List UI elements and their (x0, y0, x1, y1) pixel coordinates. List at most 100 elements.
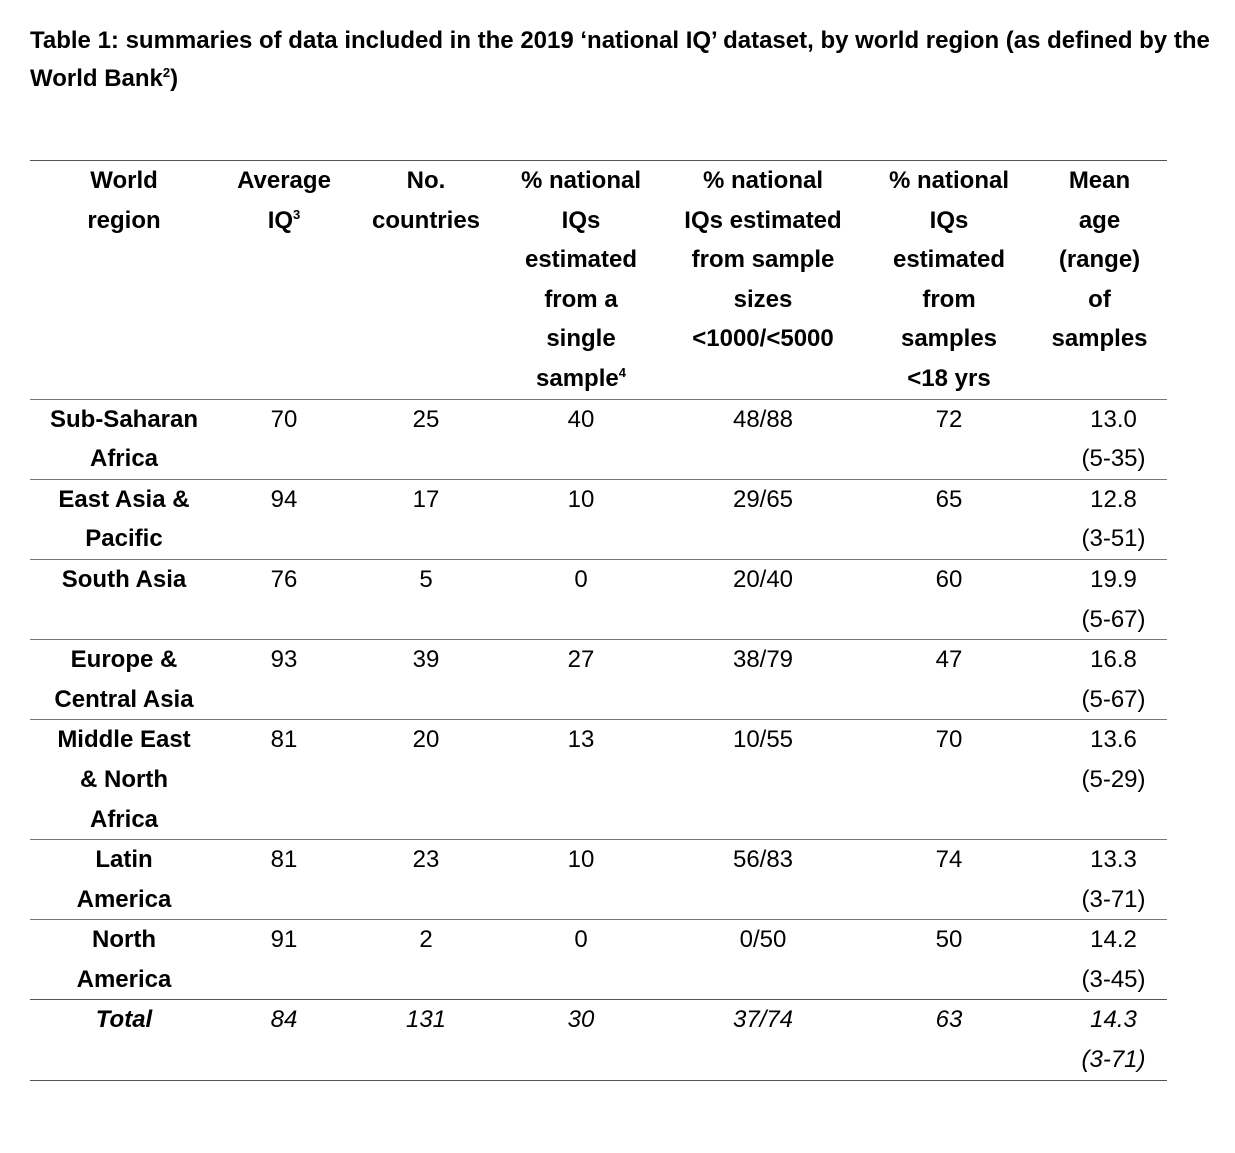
under18-cell: 47 (935, 646, 963, 674)
mean-age-cell: 19.9 (5-67) (1032, 559, 1167, 639)
header-line: of (1088, 285, 1111, 313)
header-single-sample: % national IQs estimated from a single s… (502, 160, 660, 400)
header-line: sample4 (508, 359, 654, 399)
age-range-value: (3-71) (1081, 885, 1146, 913)
countries-cell: 25 (412, 405, 440, 433)
mean-age-value: 14.2 (1090, 926, 1137, 954)
mean-age-value: 12.8 (1090, 485, 1137, 513)
under18-cell: 50 (935, 926, 963, 954)
mean-age-cell: 16.8 (5-67) (1032, 640, 1167, 720)
avg-iq-cell: 81 (270, 726, 298, 754)
single-sample-cell: 10 (567, 485, 595, 513)
header-line: Mean (1068, 167, 1131, 194)
mean-age-cell: 14.2 (3-45) (1032, 920, 1167, 1000)
total-mean-age: 14.3 (1090, 1006, 1137, 1034)
single-sample-cell: 13 (567, 726, 595, 754)
single-sample-cell: 40 (567, 405, 595, 433)
mean-age-value: 13.0 (1090, 405, 1137, 433)
region-cell: Latin America (30, 840, 218, 920)
total-single-sample: 30 (567, 1006, 595, 1034)
header-no-countries: No. countries (350, 160, 502, 400)
header-line: <1000/<5000 (692, 325, 834, 353)
total-avg-iq: 84 (270, 1006, 298, 1034)
region-line: Latin (95, 846, 153, 874)
region-cell: East Asia & Pacific (30, 479, 218, 559)
footnote-marker: 4 (618, 364, 626, 380)
region-cell: Sub-Saharan Africa (30, 399, 218, 479)
table-row: North America 91 2 0 0/50 50 14.2 (3-45) (30, 919, 1167, 1000)
mean-age-value: 13.6 (1090, 726, 1137, 754)
countries-cell: 23 (412, 846, 440, 874)
countries-cell: 17 (412, 485, 440, 513)
sample-sizes-cell: 48/88 (732, 405, 794, 433)
under18-cell: 74 (935, 846, 963, 874)
header-mean-age: Mean age (range) of samples (1032, 160, 1167, 400)
avg-iq-cell: 81 (270, 846, 298, 874)
avg-iq-cell: 94 (270, 485, 298, 513)
avg-iq-cell: 93 (270, 646, 298, 674)
table-caption: Table 1: summaries of data included in t… (30, 22, 1225, 98)
header-sample-sizes: % national IQs estimated from sample siz… (660, 160, 866, 400)
caption-footnote-marker: 2 (162, 65, 171, 80)
header-row: World region Average IQ3 No. countries %… (30, 160, 1167, 400)
age-range-value: (5-29) (1081, 765, 1146, 793)
sample-sizes-cell: 10/55 (732, 726, 794, 754)
header-line: region (87, 206, 161, 234)
header-text: sample (536, 364, 619, 392)
single-sample-cell: 27 (567, 646, 595, 674)
total-under18: 63 (935, 1006, 963, 1034)
sample-sizes-cell: 38/79 (732, 646, 794, 674)
avg-iq-cell: 91 (270, 926, 298, 954)
header-line: IQs (929, 206, 969, 234)
region-cell: Middle East & North Africa (30, 720, 218, 840)
age-range-value: (5-67) (1081, 605, 1146, 633)
total-countries: 131 (405, 1006, 447, 1034)
table-row: South Asia 76 5 0 20/40 60 19.9 (5-67) (30, 559, 1167, 639)
region-line: Central Asia (54, 685, 194, 713)
header-line: from a (544, 285, 618, 313)
header-line: <18 yrs (907, 364, 991, 392)
header-line: IQ3 (224, 201, 344, 241)
header-line: from (922, 285, 976, 313)
countries-cell: 39 (412, 646, 440, 674)
avg-iq-cell: 70 (270, 405, 298, 433)
table-row: Middle East & North Africa 81 20 13 10/55 … (30, 719, 1167, 840)
mean-age-cell: 13.6 (5-29) (1032, 720, 1167, 840)
region-line: Sub-Saharan (49, 405, 199, 433)
under18-cell: 72 (935, 405, 963, 433)
header-line: countries (371, 206, 481, 234)
table-row: Sub-Saharan Africa 70 25 40 48/88 72 13.0… (30, 399, 1167, 479)
header-line: No. (406, 167, 446, 194)
avg-iq-cell: 76 (270, 565, 298, 593)
header-line: sizes (733, 285, 793, 313)
header-line: samples (1051, 325, 1148, 353)
single-sample-cell: 10 (567, 846, 595, 874)
age-range-value: (5-35) (1081, 445, 1146, 473)
region-line: Pacific (85, 525, 163, 553)
region-line: East Asia & (58, 485, 190, 513)
region-line: Europe & (70, 646, 178, 674)
table-row: Europe & Central Asia 93 39 27 38/79 47 1… (30, 639, 1167, 720)
age-range-value: (5-67) (1081, 685, 1146, 713)
mean-age-value: 13.3 (1090, 846, 1137, 874)
mean-age-value: 16.8 (1090, 646, 1137, 674)
iq-summary-table: World region Average IQ3 No. countries %… (30, 160, 1167, 1081)
header-line: IQs (561, 206, 601, 234)
total-age-range: (3-71) (1081, 1046, 1146, 1074)
countries-cell: 5 (419, 565, 433, 593)
caption-close-paren: ) (170, 65, 179, 92)
region-cell: South Asia (30, 559, 218, 639)
region-line: America (76, 885, 172, 913)
mean-age-cell: 13.3 (3-71) (1032, 840, 1167, 920)
sample-sizes-cell: 56/83 (732, 846, 794, 874)
header-line: IQs estimated (684, 206, 842, 234)
header-line: samples (900, 325, 998, 353)
region-line: America (76, 965, 172, 993)
header-line: (range) (1058, 246, 1141, 274)
header-line: World (90, 167, 158, 194)
table-row: Latin America 81 23 10 56/83 74 13.3 (3-71… (30, 839, 1167, 920)
header-line: single (546, 325, 616, 353)
countries-cell: 2 (419, 926, 433, 954)
region-cell: North America (30, 920, 218, 1000)
header-line: estimated (524, 246, 638, 274)
